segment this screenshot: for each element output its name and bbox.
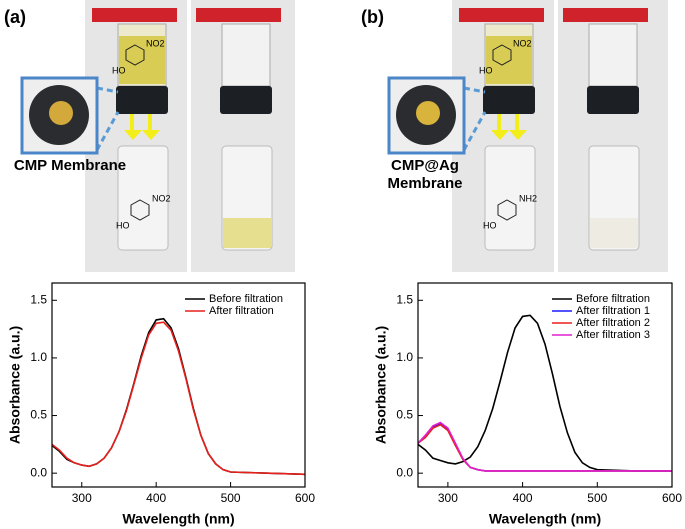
x-tick-label: 500: [221, 491, 241, 505]
clamp: [563, 8, 648, 22]
chem-group: NO2: [513, 38, 532, 48]
x-tick-label: 300: [72, 491, 92, 505]
photo-divider: [187, 0, 191, 272]
membrane: [49, 101, 73, 125]
membrane-label: CMP@Ag: [391, 157, 459, 174]
arrow-head: [491, 130, 527, 140]
zoom-line: [95, 86, 120, 151]
series-line: [417, 314, 672, 472]
series-line: [51, 317, 306, 476]
membrane: [416, 101, 440, 125]
liquid: [223, 218, 271, 248]
membrane-label: CMP Membrane: [14, 157, 126, 174]
plot-frame: [51, 282, 306, 488]
clamp: [92, 8, 177, 22]
y-tick-label: 1.0: [30, 350, 47, 364]
chem-group: HO: [483, 220, 497, 230]
legend-label: After filtration: [209, 305, 274, 317]
panel-label: (b): [361, 7, 384, 27]
vial: [117, 145, 169, 251]
cap: [116, 86, 168, 114]
liquid: [590, 218, 638, 248]
chem-group: HO: [112, 65, 126, 75]
x-tick-label: 300: [438, 491, 458, 505]
y-axis-title: Absorbance (a.u.): [373, 326, 389, 444]
panel-label: (a): [4, 7, 26, 27]
benzene: [497, 199, 517, 221]
series-line: [417, 421, 672, 472]
chem-group: HO: [479, 65, 493, 75]
x-tick-label: 400: [146, 491, 166, 505]
cap: [587, 86, 639, 114]
membrane-label: Membrane: [387, 175, 462, 192]
chem-group: NO2: [152, 193, 171, 203]
legend-label: Before filtration: [576, 293, 650, 305]
y-tick-label: 1.5: [30, 292, 47, 306]
cap: [220, 86, 272, 114]
x-tick-label: 600: [662, 491, 682, 505]
clamp: [459, 8, 544, 22]
y-tick-label: 0.5: [396, 408, 413, 422]
y-axis-title: Absorbance (a.u.): [7, 326, 23, 444]
benzene: [130, 199, 150, 221]
benzene: [125, 44, 145, 66]
y-tick-label: 0.5: [30, 408, 47, 422]
series-line: [51, 321, 306, 476]
cap: [483, 86, 535, 114]
vial: [484, 145, 536, 251]
zoom-line: [462, 86, 487, 151]
y-tick-label: 1.0: [396, 350, 413, 364]
y-tick-label: 0.0: [30, 465, 47, 479]
chem-group: HO: [116, 220, 130, 230]
x-tick-label: 400: [513, 491, 533, 505]
legend-label: Before filtration: [209, 293, 283, 305]
x-axis-title: Wavelength (nm): [122, 511, 234, 527]
arrow: [497, 114, 519, 132]
chem-group: NO2: [146, 38, 165, 48]
y-tick-label: 0.0: [396, 465, 413, 479]
photo-b: HO NO2 HO NH2 (b) CMP@Ag Membrane: [361, 0, 668, 272]
photo-divider: [554, 0, 558, 272]
y-tick-label: 1.5: [396, 292, 413, 306]
x-tick-label: 500: [587, 491, 607, 505]
arrow-head: [124, 130, 160, 140]
vial: [221, 23, 271, 87]
legend-label: After filtration 3: [576, 329, 650, 341]
arrow: [130, 114, 152, 132]
photo-a: HO NO2 HO NO2 (a) CMP Membrane: [4, 0, 295, 272]
plot-frame: [417, 282, 673, 488]
chem-group: NH2: [519, 193, 537, 203]
vial: [588, 23, 638, 87]
clamp: [196, 8, 281, 22]
x-axis-title: Wavelength (nm): [489, 511, 601, 527]
legend-label: After filtration 2: [576, 317, 650, 329]
x-tick-label: 600: [295, 491, 315, 505]
legend-label: After filtration 1: [576, 305, 650, 317]
benzene: [492, 44, 512, 66]
